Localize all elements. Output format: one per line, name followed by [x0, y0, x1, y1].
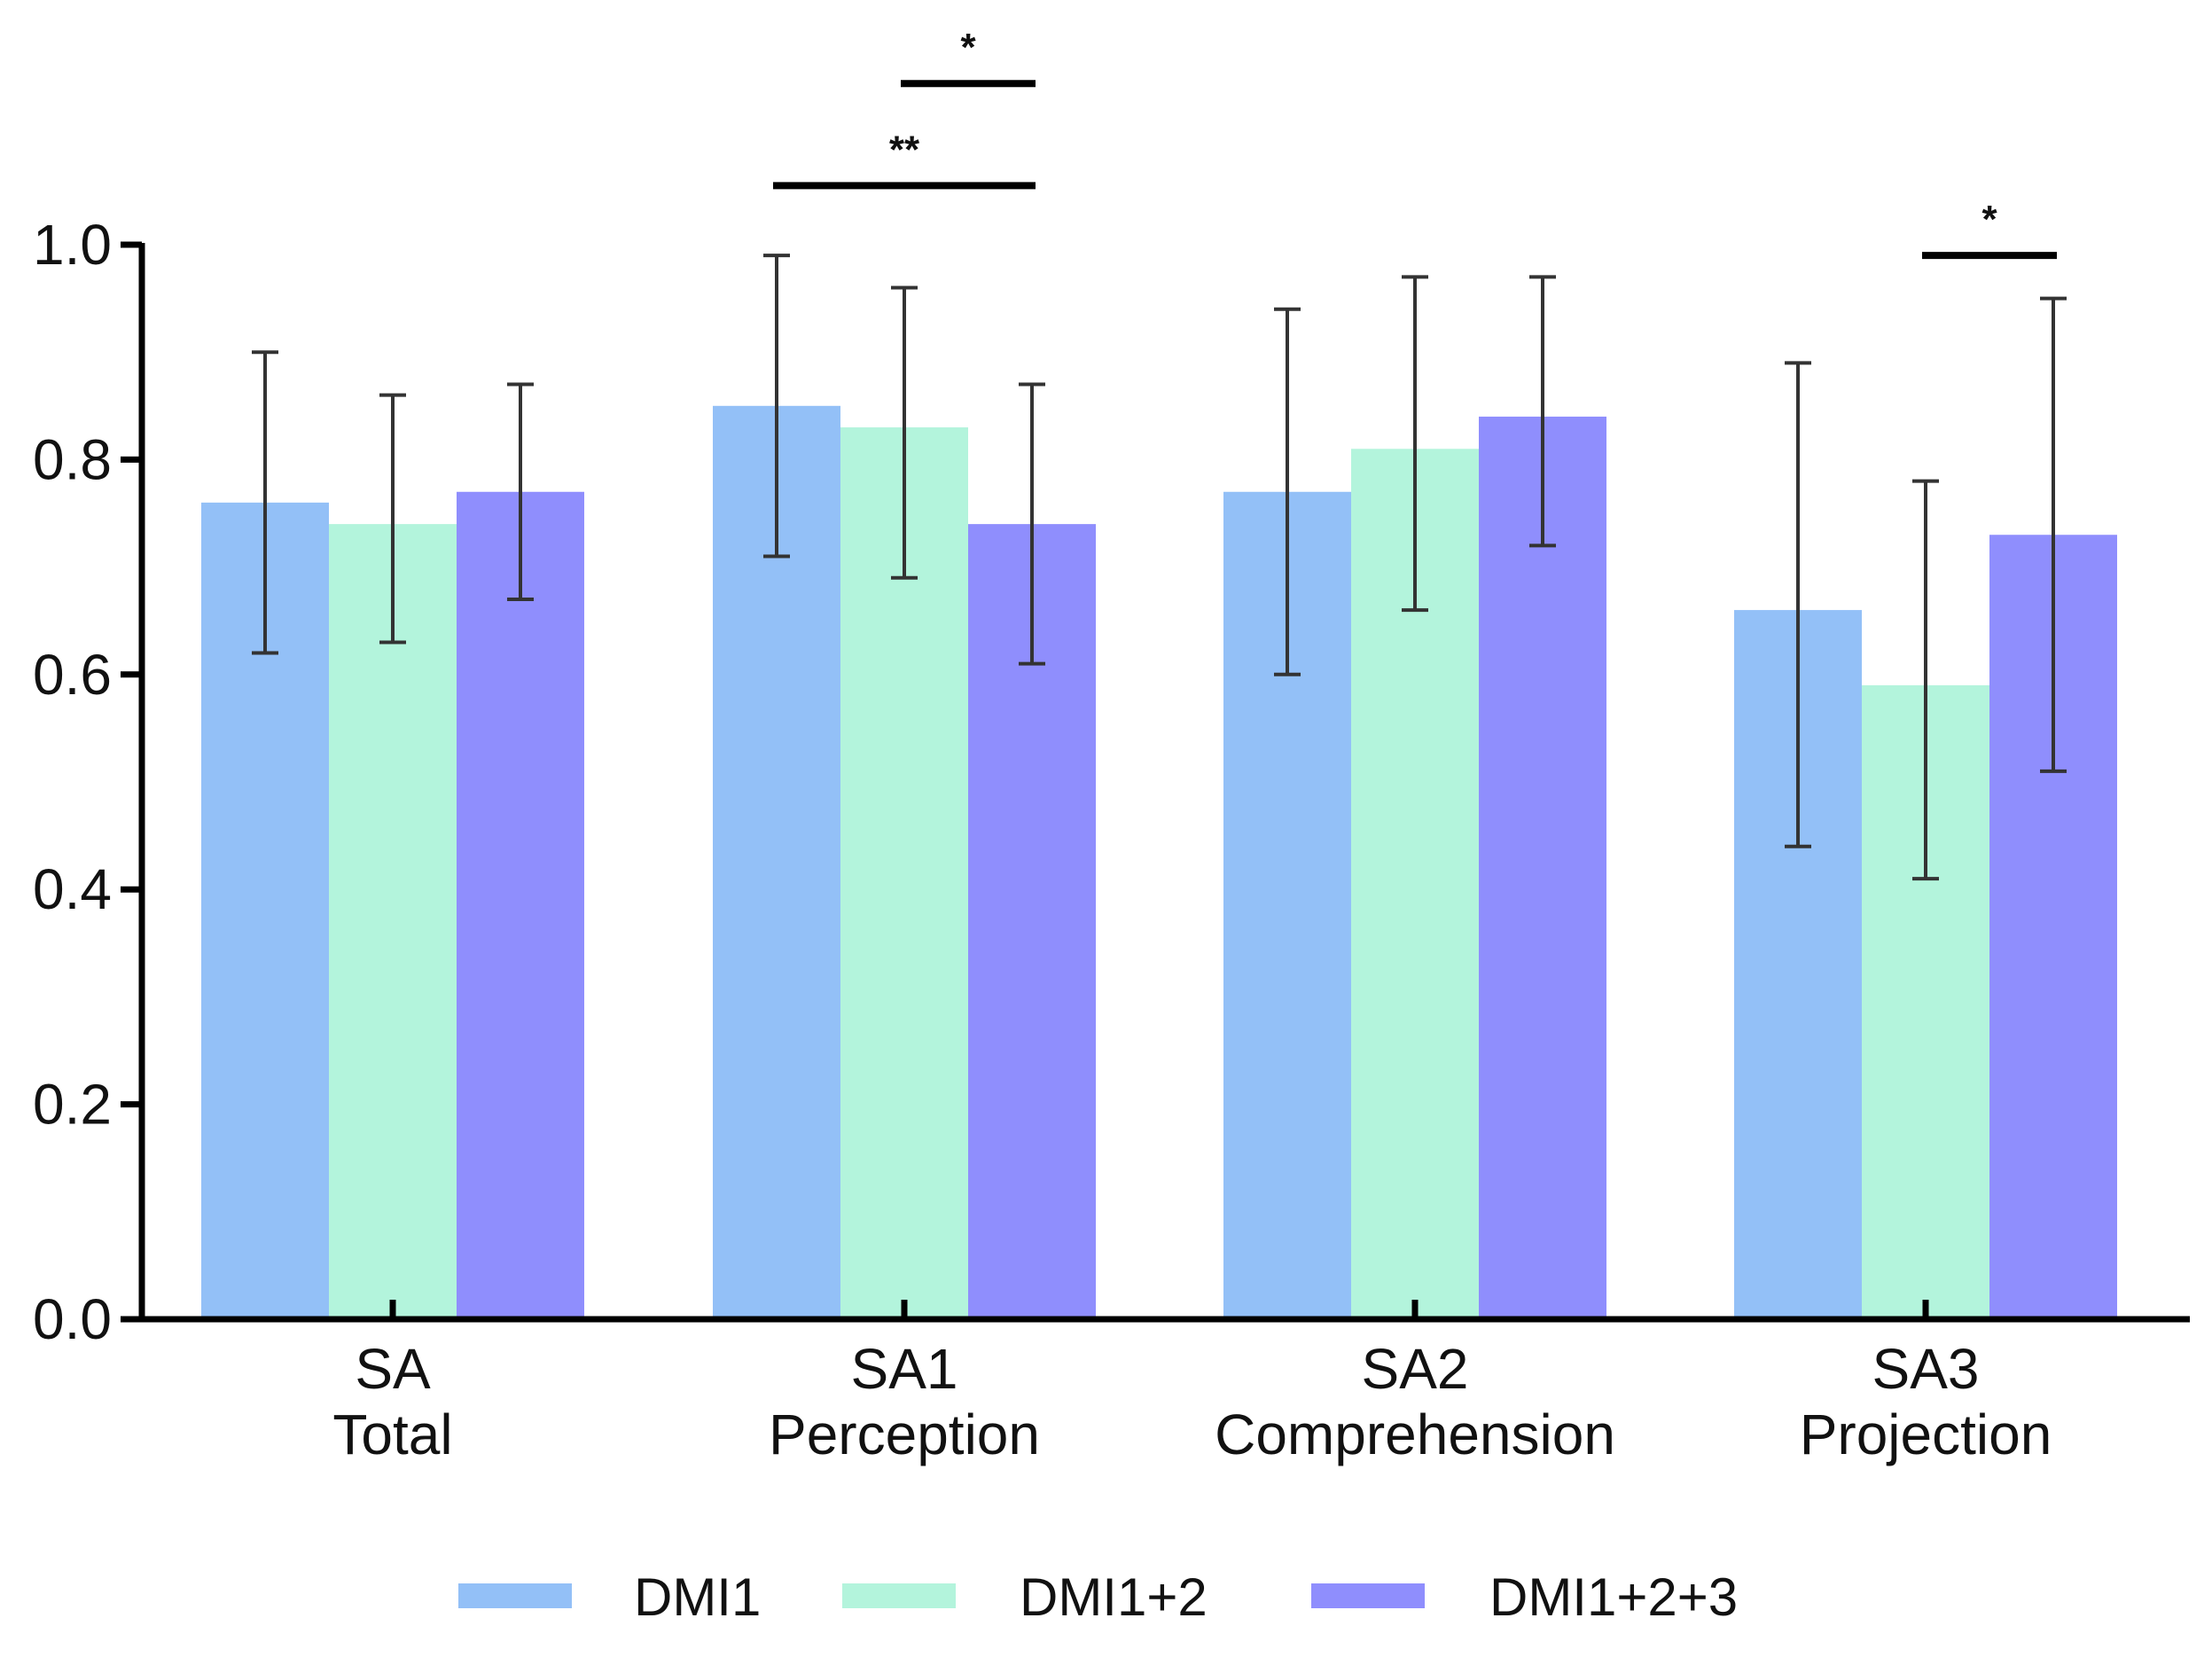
significance-label: *: [960, 26, 976, 69]
error-bars: [252, 254, 2067, 881]
bars: [201, 405, 2117, 1319]
legend-label: DMI1+2: [1020, 1567, 1208, 1627]
legend-label: DMI1: [634, 1567, 761, 1627]
legend-swatch: [842, 1583, 956, 1608]
significance-label: *: [1981, 198, 1997, 241]
bar: [329, 524, 457, 1319]
x-tick-label-line1: SA1: [851, 1337, 958, 1401]
significance-label: **: [889, 128, 920, 171]
axes: [138, 243, 2190, 1323]
legend-swatch: [458, 1583, 572, 1608]
significance-annotations: ****: [773, 26, 2057, 260]
y-tick-label: 0.2: [33, 1073, 112, 1137]
x-tick-label-line2: Comprehension: [1215, 1403, 1615, 1466]
y-tick-label: 0.0: [33, 1287, 112, 1351]
y-tick-label: 0.6: [33, 643, 112, 707]
y-tick-label: 1.0: [33, 213, 112, 277]
y-ticks: 0.0 0.2 0.4 0.6 0.8 1.0: [33, 213, 142, 1351]
x-tick-label-line1: SA2: [1362, 1337, 1469, 1401]
legend: DMI1 DMI1+2 DMI1+2+3: [458, 1567, 1738, 1627]
y-tick-label: 0.8: [33, 427, 112, 491]
x-tick-label-line2: Total: [332, 1403, 452, 1466]
x-tick-label-line2: Projection: [1800, 1403, 2052, 1466]
legend-swatch: [1311, 1583, 1425, 1608]
x-tick-label-line2: Perception: [769, 1403, 1040, 1466]
bar: [1479, 416, 1606, 1319]
legend-label: DMI1+2+3: [1489, 1567, 1738, 1627]
x-tick-label-line1: SA3: [1872, 1337, 1980, 1401]
y-tick-label: 0.4: [33, 857, 112, 921]
bar: [457, 491, 584, 1319]
bar: [713, 405, 840, 1319]
x-tick-label-line1: SA: [355, 1337, 431, 1401]
